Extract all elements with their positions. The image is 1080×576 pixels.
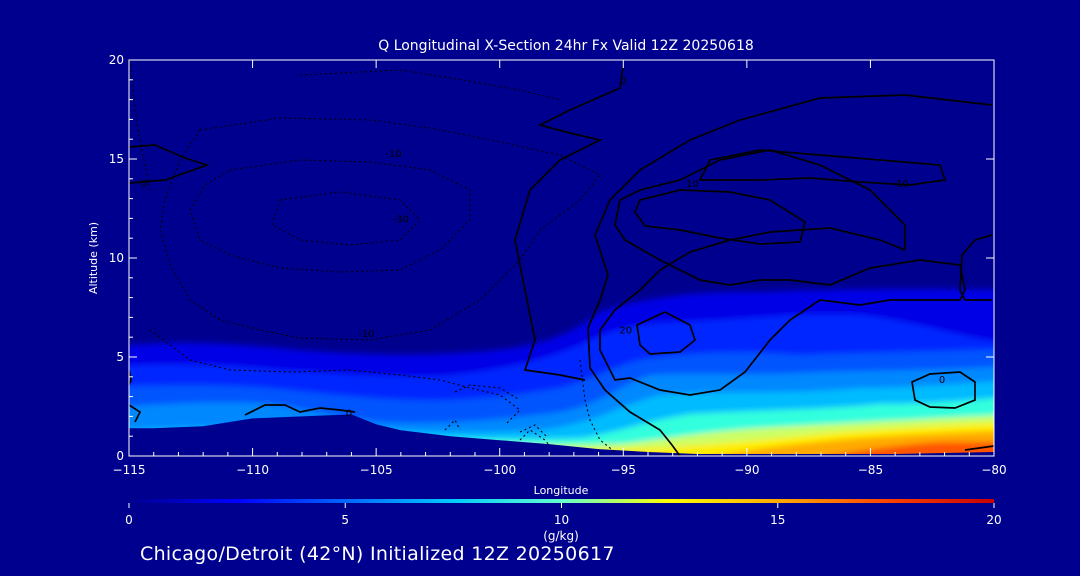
contour-dotted-5 xyxy=(149,329,521,426)
contour-solid-12 xyxy=(964,445,994,451)
contour-solid-8 xyxy=(636,311,696,355)
contour-dotted-4 xyxy=(271,191,421,246)
contour-solid-3 xyxy=(587,94,993,456)
colorbar: 0 5 10 15 20 (g/kg) xyxy=(125,499,1002,543)
x-tick-label: −90 xyxy=(734,463,759,477)
contour-label: 0 xyxy=(141,179,147,190)
contour-label: 0 xyxy=(346,408,352,419)
contour-solid-11 xyxy=(129,369,142,423)
contour-solid-1 xyxy=(129,144,210,184)
x-tick-label: −115 xyxy=(113,463,146,477)
dotted-contours xyxy=(129,60,616,453)
contour-label: -10 xyxy=(358,329,374,340)
contour-label: 20 xyxy=(619,325,632,336)
moisture-field: 0 0 -10 -30 -10 10 10 0 0 20 xyxy=(129,60,994,456)
contour-dotted-2 xyxy=(159,117,601,341)
contour-dotted-6 xyxy=(579,359,616,453)
x-tick-label: −110 xyxy=(236,463,269,477)
y-tick-label: 20 xyxy=(109,53,124,67)
y-axis-label: Altitude (km) xyxy=(87,222,100,294)
x-tick-label: −80 xyxy=(981,463,1006,477)
contour-solid-9 xyxy=(911,371,976,409)
colorbar-tick-label: 20 xyxy=(986,513,1001,527)
chart-title: Q Longitudinal X-Section 24hr Fx Valid 1… xyxy=(378,38,754,54)
contour-dotted-3 xyxy=(189,159,471,273)
contour-dotted-1 xyxy=(129,60,561,191)
contour-label: 10 xyxy=(896,179,909,190)
contour-solid-4 xyxy=(599,149,966,396)
q-band-10 xyxy=(827,441,994,456)
x-tick-label: −95 xyxy=(611,463,636,477)
contour-dotted-7 xyxy=(444,419,551,447)
y-tick-label: 15 xyxy=(109,152,124,166)
x-tick-label: −100 xyxy=(483,463,516,477)
contour-solid-10 xyxy=(244,404,356,416)
contour-dotted-8 xyxy=(454,384,521,401)
colorbar-tick-label: 0 xyxy=(125,513,133,527)
colorbar-label: (g/kg) xyxy=(543,529,579,543)
contour-solid-6 xyxy=(698,149,947,186)
contour-solid-7 xyxy=(959,234,993,301)
x-tick-label: −105 xyxy=(360,463,393,477)
contour-label: 0 xyxy=(620,76,626,87)
contour-labels: 0 0 -10 -30 -10 10 10 0 0 20 xyxy=(141,76,946,420)
y-tick-label: 5 xyxy=(116,350,124,364)
solid-contours xyxy=(129,66,994,456)
contour-label: -30 xyxy=(393,214,409,225)
footer-caption: Chicago/Detroit (42°N) Initialized 12Z 2… xyxy=(140,543,615,565)
y-tick-label: 10 xyxy=(109,251,124,265)
x-axis-label: Longitude xyxy=(534,484,589,497)
colorbar-tick-label: 10 xyxy=(554,513,569,527)
contour-label: 10 xyxy=(686,179,699,190)
x-axis: −115 −110 −105 −100 −95 −90 −85 −80 xyxy=(113,60,1007,477)
terrain xyxy=(129,414,994,456)
x-tick-label: −85 xyxy=(858,463,883,477)
contour-label: -10 xyxy=(385,149,401,160)
colorbar-ticks: 0 5 10 15 20 xyxy=(125,503,1002,527)
colorbar-tick-label: 15 xyxy=(770,513,785,527)
y-axis: 0 5 10 15 20 xyxy=(109,53,994,463)
contour-label: 0 xyxy=(939,375,945,386)
y-tick-label: 0 xyxy=(116,449,124,463)
colorbar-tick-label: 5 xyxy=(341,513,349,527)
contour-solid-5 xyxy=(634,189,806,245)
colorbar-ramp xyxy=(129,499,994,503)
contour-solid-2 xyxy=(514,66,624,381)
